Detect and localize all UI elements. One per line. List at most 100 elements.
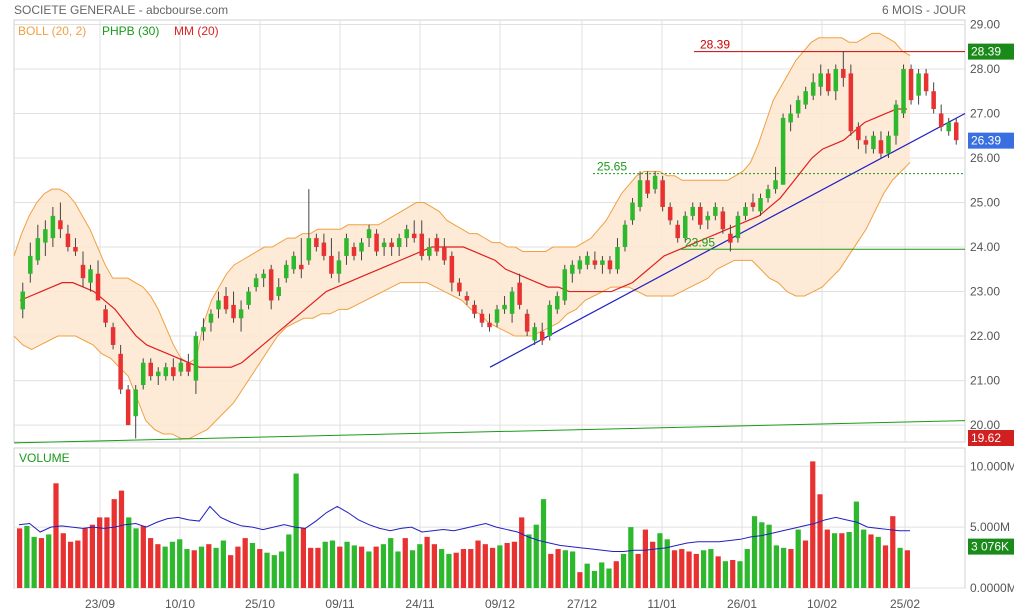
candle-body — [472, 304, 477, 314]
dotted-level-label: 25.65 — [597, 160, 627, 174]
candle-body — [95, 273, 101, 301]
volume-bar — [730, 560, 736, 588]
candle-body — [306, 238, 312, 261]
candle-body — [570, 264, 575, 274]
volume-bar — [337, 546, 343, 588]
last-price-tag: 26.39 — [971, 134, 1001, 148]
volume-bar — [744, 549, 750, 588]
candle-body — [660, 180, 665, 207]
candle-body — [615, 247, 620, 270]
trend-line — [489, 112, 966, 368]
y-tick-label: 21.00 — [970, 374, 1000, 388]
volume-bar — [31, 536, 37, 588]
candle-body — [35, 238, 41, 261]
volume-bar — [344, 541, 350, 588]
volume-bar — [890, 516, 896, 588]
volume-bar — [278, 551, 285, 588]
volume-bar — [795, 529, 801, 588]
candle-body — [186, 362, 191, 372]
candle-body — [833, 68, 839, 92]
volume-bar — [249, 542, 256, 588]
candle-body — [231, 304, 236, 319]
bollinger-upper-line — [13, 32, 911, 364]
volume-bar — [402, 538, 408, 588]
candle-body — [863, 140, 869, 145]
volume-bar — [635, 553, 641, 588]
candle-body — [810, 82, 816, 96]
candle-body — [487, 322, 492, 328]
volume-bar — [351, 545, 357, 588]
candle-body — [720, 211, 726, 230]
volume-bar — [439, 549, 445, 588]
candle-body — [871, 135, 876, 150]
volume-bar — [766, 524, 772, 588]
candle-body — [585, 255, 590, 265]
volume-title: VOLUME — [19, 451, 70, 465]
candle-body — [314, 238, 319, 248]
low-price-tag: 19.62 — [971, 431, 1001, 445]
candle-body — [103, 309, 108, 323]
volume-bar — [46, 534, 52, 588]
volume-bar — [831, 533, 838, 588]
volume-bar — [424, 536, 430, 588]
candle-body — [600, 260, 605, 265]
volume-bar — [671, 550, 678, 588]
volume-bar — [329, 540, 336, 588]
volume-bar — [788, 549, 794, 588]
volume-bar — [519, 517, 525, 588]
volume-bar — [147, 538, 154, 588]
candle-body — [404, 229, 409, 239]
candle-body — [50, 215, 56, 239]
candle-body — [223, 295, 229, 310]
candle-body — [803, 91, 808, 105]
candle-body — [479, 313, 485, 323]
volume-bar — [562, 550, 568, 588]
candle-body — [464, 295, 470, 301]
candle-body — [28, 255, 33, 274]
volume-bar — [613, 561, 619, 588]
candle-body — [562, 269, 568, 301]
candle-body — [705, 215, 711, 221]
volume-bar — [577, 572, 583, 588]
volume-bar — [642, 529, 649, 588]
y-tick-label: 25.00 — [970, 196, 1000, 210]
volume-bar — [17, 528, 23, 588]
x-tick-label: 24/11 — [405, 597, 434, 611]
volume-bar — [868, 534, 874, 588]
candle-body — [539, 331, 545, 341]
volume-bar — [286, 534, 292, 588]
candle-body — [268, 269, 274, 301]
volume-tick-label: 10.000M — [970, 459, 1014, 473]
candle-body — [20, 291, 26, 310]
mm20-line — [19, 108, 907, 368]
candle-body — [208, 313, 214, 323]
legend-item: PHPB (30) — [102, 24, 159, 38]
volume-bar — [300, 528, 307, 588]
volume-bar — [853, 501, 860, 588]
volume-bar — [846, 532, 852, 588]
legend-item: MM (20) — [174, 24, 219, 38]
candle-body — [908, 68, 914, 101]
candle-body — [652, 175, 658, 190]
candle-body — [517, 282, 522, 305]
candle-body — [434, 238, 440, 252]
candle-body — [780, 117, 786, 185]
x-tick-label: 26/01 — [727, 597, 757, 611]
volume-bar — [38, 538, 45, 588]
x-tick-label: 09/12 — [485, 597, 515, 611]
volume-bar — [198, 546, 205, 588]
volume-bar — [555, 549, 561, 588]
volume-bar — [264, 552, 270, 588]
volume-bar — [177, 539, 183, 588]
volume-bar — [257, 549, 263, 588]
high-price-tag: 28.39 — [971, 45, 1001, 59]
candle-body — [607, 260, 613, 270]
candle-body — [73, 247, 78, 252]
x-tick-label: 11/01 — [647, 597, 676, 611]
volume-bar — [504, 542, 510, 588]
candle-body — [374, 233, 379, 252]
candle-body — [65, 233, 71, 248]
candle-body — [826, 73, 831, 92]
candle-body — [133, 389, 138, 417]
volume-bar — [497, 545, 503, 588]
